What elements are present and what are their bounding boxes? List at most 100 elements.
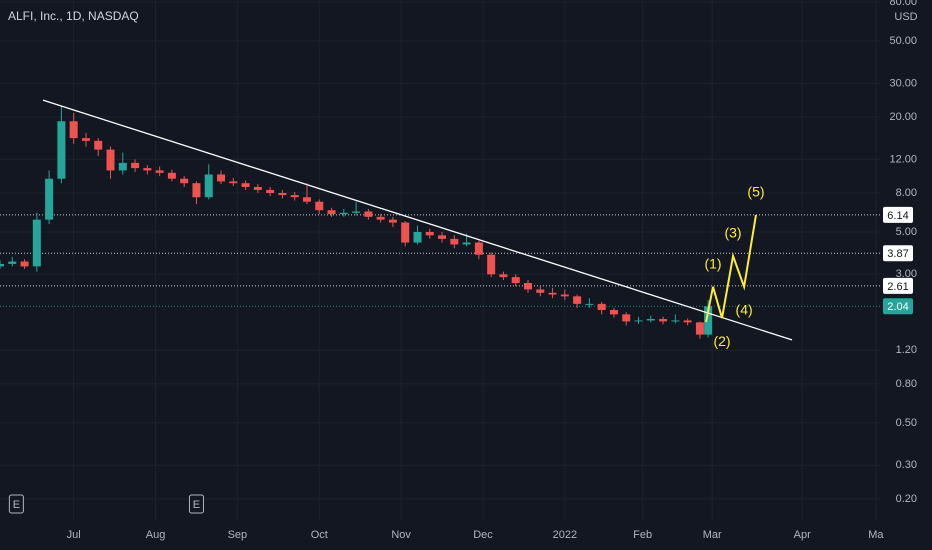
candle-body bbox=[659, 319, 668, 322]
candle-body bbox=[143, 168, 152, 171]
candle-body bbox=[487, 254, 496, 275]
x-tick-label: Feb bbox=[633, 529, 652, 541]
candle-body bbox=[548, 292, 557, 295]
chart-title: ALFI, Inc., 1D, NASDAQ bbox=[8, 9, 139, 23]
candle-body bbox=[20, 261, 29, 267]
candle-body bbox=[401, 222, 410, 243]
candle-body bbox=[376, 216, 385, 220]
candle-body bbox=[192, 183, 201, 198]
candle-body bbox=[413, 231, 422, 243]
y-tick-label: 30.00 bbox=[889, 77, 917, 89]
candle-body bbox=[339, 212, 348, 215]
candle-body bbox=[573, 296, 582, 304]
candle-body bbox=[69, 121, 78, 139]
y-tick-label: 0.30 bbox=[896, 459, 917, 471]
y-tick-label: 3.00 bbox=[896, 268, 917, 280]
candle-body bbox=[8, 261, 17, 264]
candle-body bbox=[131, 162, 140, 169]
x-tick-label: Aug bbox=[146, 529, 166, 541]
candle-body bbox=[94, 140, 103, 150]
candle-body bbox=[57, 121, 66, 179]
x-tick-label: 2022 bbox=[553, 529, 577, 541]
candle-body bbox=[253, 186, 262, 190]
candle-body bbox=[241, 183, 250, 187]
x-tick-label: Apr bbox=[794, 529, 811, 541]
candle-body bbox=[45, 178, 54, 220]
x-tick-label: Nov bbox=[391, 529, 411, 541]
candle-body bbox=[450, 238, 459, 245]
candle-body bbox=[302, 197, 311, 202]
candle-body bbox=[118, 162, 127, 171]
grid bbox=[0, 0, 880, 520]
y-tick-label: 20.00 bbox=[889, 111, 917, 123]
wave-label: (3) bbox=[724, 225, 741, 241]
candle-body bbox=[622, 314, 631, 322]
candle-body bbox=[511, 277, 520, 284]
x-tick-label: Dec bbox=[473, 529, 493, 541]
y-tick-label: 0.50 bbox=[896, 417, 917, 429]
candle-body bbox=[671, 320, 680, 322]
candle-body bbox=[0, 263, 4, 267]
level-label: 6.14 bbox=[887, 210, 908, 222]
candle-body bbox=[462, 242, 471, 245]
x-tick-label: Ma bbox=[868, 529, 884, 541]
candle-body bbox=[81, 138, 90, 141]
plot bbox=[0, 99, 880, 341]
candle-body bbox=[217, 174, 226, 182]
candle-body bbox=[425, 231, 434, 236]
candle-body bbox=[290, 195, 299, 198]
candle-body bbox=[683, 320, 692, 323]
trend-line bbox=[42, 99, 793, 341]
level-label: 3.87 bbox=[887, 248, 908, 260]
candle-body bbox=[499, 274, 508, 278]
candle-body bbox=[180, 178, 189, 184]
candle-body bbox=[167, 172, 176, 179]
y-tick-label: 50.00 bbox=[889, 35, 917, 47]
candle-body bbox=[536, 289, 545, 293]
y-tick-label: 0.80 bbox=[896, 378, 917, 390]
candle-body bbox=[609, 310, 618, 315]
wave-label: (5) bbox=[747, 184, 764, 200]
candle-body bbox=[524, 283, 532, 290]
candle-body bbox=[634, 320, 643, 322]
x-tick-label: Sep bbox=[228, 529, 248, 541]
wave-label: (2) bbox=[713, 333, 730, 349]
candle-body bbox=[585, 303, 594, 305]
currency: USD bbox=[894, 11, 917, 23]
event-label: E bbox=[13, 499, 20, 511]
candle-body bbox=[474, 242, 483, 255]
y-tick-label: 5.00 bbox=[896, 226, 917, 238]
candle-body bbox=[560, 294, 569, 297]
y-tick-label: 0.20 bbox=[896, 493, 917, 505]
wave-label: (4) bbox=[736, 302, 753, 318]
candle-body bbox=[315, 201, 324, 211]
level-badge bbox=[883, 206, 913, 223]
candle-body bbox=[32, 219, 41, 267]
level-badge bbox=[883, 245, 913, 262]
candle-body bbox=[438, 235, 447, 239]
candle-body bbox=[388, 219, 397, 223]
candle-body bbox=[229, 181, 238, 184]
candle-body bbox=[695, 322, 704, 335]
y-tick-label: 1.20 bbox=[896, 344, 917, 356]
level-label: 2.04 bbox=[887, 301, 908, 313]
event-badge bbox=[8, 494, 24, 514]
candle-body bbox=[352, 211, 361, 213]
wave-label: (1) bbox=[704, 256, 721, 272]
candle-body bbox=[704, 306, 713, 335]
candle-body bbox=[155, 170, 164, 173]
y-tick-label: 80.00 bbox=[889, 0, 917, 8]
x-tick-label: Mar bbox=[703, 529, 722, 541]
level-label: 2.61 bbox=[887, 281, 908, 293]
candle-body bbox=[646, 319, 655, 321]
candle-body bbox=[278, 192, 287, 196]
event-badge bbox=[188, 494, 204, 514]
level-badge bbox=[883, 277, 913, 294]
x-tick-label: Jul bbox=[67, 529, 81, 541]
candle-body bbox=[364, 211, 373, 217]
level-badge bbox=[883, 298, 913, 315]
event-label: E bbox=[193, 499, 200, 511]
candle-body bbox=[327, 210, 336, 215]
